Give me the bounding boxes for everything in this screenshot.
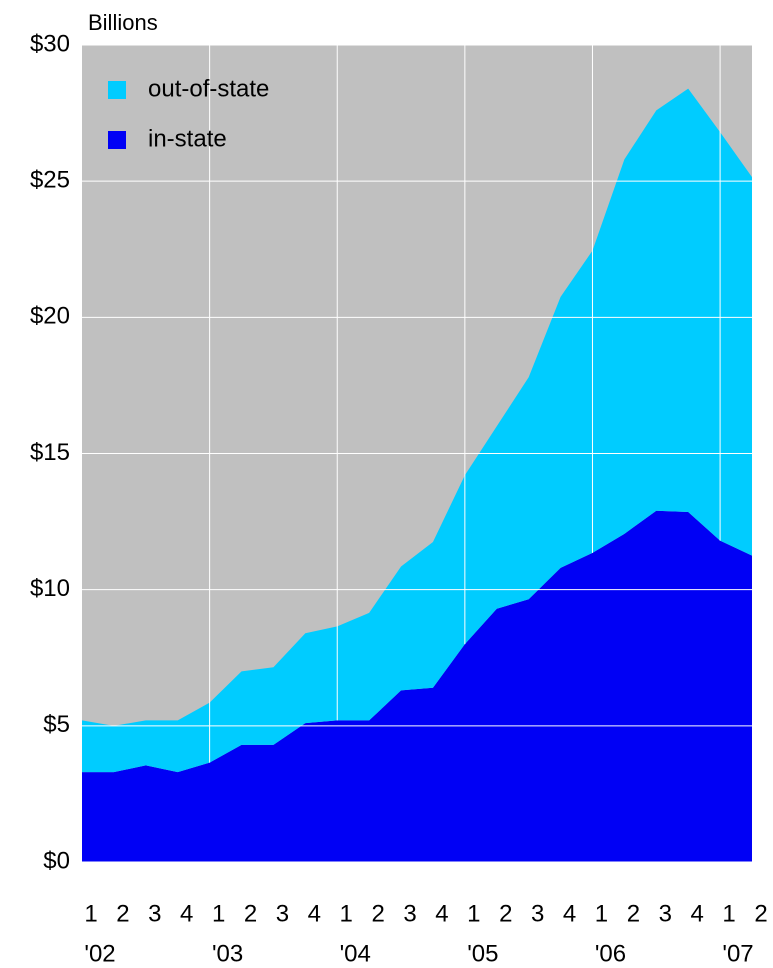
legend-swatch: [108, 81, 126, 99]
x-tick-label: 4: [308, 900, 321, 927]
x-tick-label: 2: [244, 900, 257, 927]
y-tick-label: $0: [43, 847, 70, 874]
area: [82, 510, 752, 862]
x-tick-label: 2: [116, 900, 129, 927]
x-tick-label: 4: [435, 900, 448, 927]
x-tick-label: 1: [467, 900, 480, 927]
x-year-label: '07: [722, 940, 753, 967]
x-tick-label: 3: [276, 900, 289, 927]
x-year-label: '02: [84, 940, 115, 967]
y-tick-label: $5: [43, 711, 70, 738]
x-tick-label: 4: [180, 900, 193, 927]
x-tick-label: 3: [148, 900, 161, 927]
x-tick-label: 2: [371, 900, 384, 927]
x-tick-label: 4: [691, 900, 704, 927]
legend-swatch: [108, 131, 126, 149]
area: [82, 88, 752, 773]
x-tick-label: 1: [84, 900, 97, 927]
x-tick-label: 4: [563, 900, 576, 927]
x-year-label: '04: [340, 940, 371, 967]
x-year-label: '03: [212, 940, 243, 967]
y-tick-label: $20: [30, 303, 70, 330]
x-tick-label: 3: [403, 900, 416, 927]
y-tick-label: $15: [30, 439, 70, 466]
y-tick-label: $25: [30, 167, 70, 194]
x-tick-label: 1: [212, 900, 225, 927]
x-tick-label: 2: [627, 900, 640, 927]
y-tick-label: $10: [30, 575, 70, 602]
legend-label: out-of-state: [148, 75, 269, 102]
x-tick-label: 1: [722, 900, 735, 927]
x-tick-label: 3: [531, 900, 544, 927]
x-year-label: '06: [595, 940, 626, 967]
legend-label: in-state: [148, 125, 227, 152]
x-tick-label: 2: [754, 900, 767, 927]
x-tick-label: 2: [499, 900, 512, 927]
x-year-label: '05: [467, 940, 498, 967]
x-tick-label: 1: [340, 900, 353, 927]
x-tick-label: 1: [595, 900, 608, 927]
x-tick-label: 3: [659, 900, 672, 927]
y-tick-label: $30: [30, 30, 70, 57]
y-axis-label: Billions: [88, 10, 158, 35]
